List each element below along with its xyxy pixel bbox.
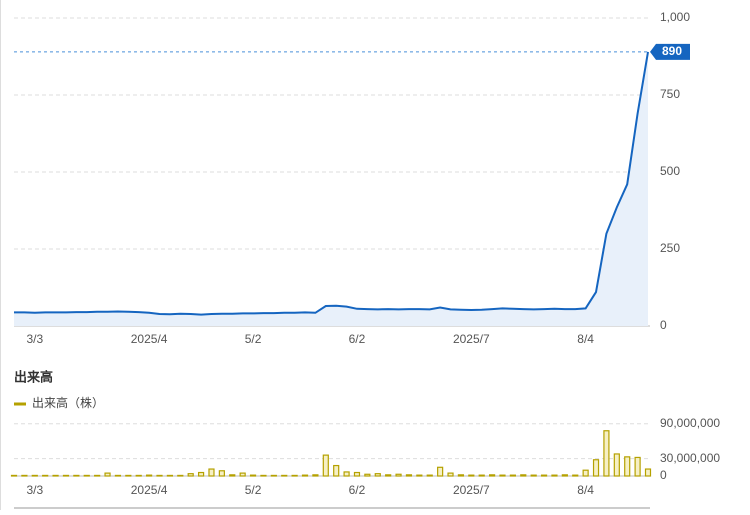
volume-bar	[437, 466, 444, 477]
last-price-tag	[650, 43, 690, 60]
volume-bar	[333, 464, 340, 477]
y-tick-label: 90,000,000	[660, 416, 720, 430]
volume-bar	[520, 474, 527, 477]
volume-bar	[488, 474, 496, 477]
x-tick-label: 6/2	[349, 332, 366, 346]
volume-bar	[613, 453, 620, 477]
volume-bar	[21, 474, 28, 477]
volume-bar	[499, 474, 506, 477]
volume-bar	[426, 474, 433, 477]
volume-bar	[135, 474, 142, 477]
volume-bar	[114, 474, 122, 477]
volume-bar	[291, 474, 298, 477]
volume-bar	[530, 474, 537, 477]
y-tick-label: 500	[660, 164, 680, 178]
volume-bar	[73, 474, 80, 477]
volume-bar	[301, 474, 309, 477]
volume-bar	[52, 474, 59, 477]
volume-bar	[239, 472, 246, 477]
last-price-label: 890	[662, 44, 682, 58]
volume-bar	[447, 472, 454, 477]
volume-bar	[457, 474, 465, 477]
legend-label: 出来高（株）	[32, 395, 104, 410]
x-tick-label: 5/2	[245, 483, 262, 497]
volume-bar	[353, 471, 361, 477]
x-tick-label: 8/4	[577, 332, 594, 346]
y-tick-label: 750	[660, 87, 680, 101]
volume-bar	[509, 474, 516, 477]
volume-bar	[31, 474, 38, 477]
volume-bar	[94, 474, 101, 477]
x-tick-label: 6/2	[349, 483, 366, 497]
volume-bar	[603, 430, 610, 477]
volume-bar	[634, 456, 641, 477]
x-tick-label: 5/2	[245, 332, 262, 346]
volume-bar	[146, 474, 153, 477]
x-tick-label: 2025/4	[131, 483, 168, 497]
volume-bar	[166, 474, 174, 477]
volume-bar	[416, 474, 423, 477]
volume-bar	[208, 468, 215, 477]
y-tick-label: 30,000,000	[660, 451, 720, 465]
volume-bar	[197, 471, 205, 477]
volume-bar	[405, 474, 413, 477]
volume-bar	[624, 456, 631, 477]
volume-bar	[281, 474, 288, 477]
x-tick-label: 2025/7	[453, 483, 490, 497]
volume-bar	[540, 474, 548, 477]
volume-bar	[644, 468, 652, 477]
price-line	[14, 51, 649, 316]
volume-bar	[478, 474, 485, 477]
volume-bar	[177, 474, 184, 477]
volume-bar	[104, 472, 111, 477]
volume-bar	[364, 473, 371, 477]
volume-bar	[156, 474, 163, 477]
volume-bar	[83, 474, 90, 477]
volume-bar	[42, 474, 49, 477]
volume-bar	[551, 474, 558, 477]
volume-bar	[572, 474, 579, 477]
volume-bar	[229, 474, 236, 477]
volume-bar	[582, 469, 589, 477]
volume-bar	[312, 474, 319, 477]
volume-bar	[62, 474, 70, 477]
volume-bar	[385, 474, 392, 477]
y-tick-label: 250	[660, 241, 680, 255]
y-tick-label: 0	[660, 318, 667, 332]
volume-bar	[218, 470, 225, 477]
x-tick-label: 3/3	[26, 332, 43, 346]
volume-bar	[10, 474, 18, 477]
volume-title: 出来高	[14, 369, 53, 384]
volume-bar	[374, 473, 381, 477]
y-tick-label: 0	[660, 468, 667, 482]
volume-bar	[395, 473, 402, 477]
y-tick-label: 1,000	[660, 10, 690, 24]
area	[14, 51, 648, 327]
volume-bar	[343, 471, 350, 477]
volume-bar	[125, 474, 132, 477]
volume-bar	[260, 474, 267, 477]
volume-bar	[561, 474, 568, 477]
x-tick-label: 3/3	[26, 483, 43, 497]
x-tick-label: 2025/4	[131, 332, 168, 346]
x-tick-label: 2025/7	[453, 332, 490, 346]
volume-bar	[468, 474, 475, 477]
x-tick-label: 8/4	[577, 483, 594, 497]
volume-bar	[187, 473, 194, 477]
volume-bar	[249, 474, 257, 477]
volume-bar	[592, 459, 600, 477]
volume-bar	[322, 454, 329, 477]
volume-bar	[270, 474, 277, 477]
